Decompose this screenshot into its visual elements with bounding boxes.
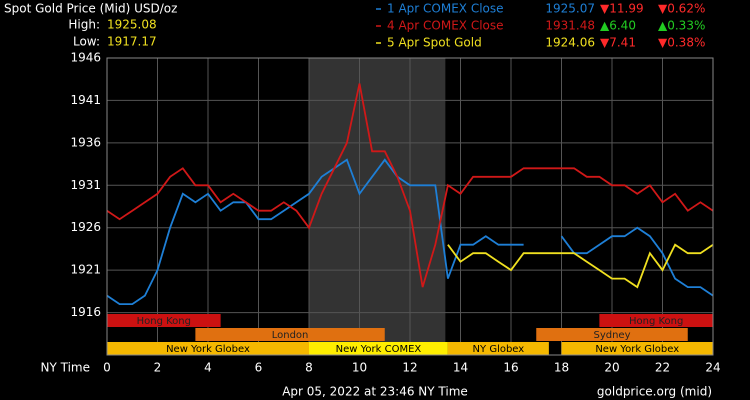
session-label: New York Globex — [166, 344, 250, 355]
legend-label: 5 Apr Spot Gold — [387, 36, 482, 50]
session-label: New York Globex — [595, 344, 679, 355]
y-tick-label: 1931 — [70, 178, 101, 192]
chart-title: Spot Gold Price (Mid) USD/oz — [4, 2, 177, 16]
footer: Apr 05, 2022 at 23:46 NY Time — [282, 385, 468, 399]
session-bar — [309, 342, 448, 355]
legend-change-pct: ▼0.38% — [658, 36, 705, 50]
plot-frame — [106, 57, 714, 356]
legend-change: ▼11.99 — [600, 2, 644, 16]
legend-close: 1925.07 — [545, 2, 595, 16]
session-label: Sydney — [593, 330, 630, 341]
x-tick-label: 8 — [305, 361, 313, 375]
y-tick-label: 1946 — [70, 51, 101, 65]
legend-change: ▼7.41 — [600, 36, 636, 50]
x-tick-label: 24 — [705, 361, 720, 375]
session-bar — [599, 314, 713, 327]
session-bar — [107, 342, 309, 355]
x-tick-label: 22 — [655, 361, 670, 375]
y-tick-label: 1926 — [70, 220, 101, 234]
legend-label: 4 Apr COMEX Close — [387, 19, 504, 33]
session-label: Hong Kong — [137, 316, 191, 327]
legend-change-pct: ▲0.33% — [658, 19, 705, 33]
legend-label: 1 Apr COMEX Close — [387, 2, 504, 16]
y-tick-label: 1916 — [70, 305, 101, 319]
legend-change: ▲6.40 — [600, 19, 636, 33]
session-bar — [561, 342, 713, 355]
high-value: 1925.08 — [107, 18, 157, 32]
x-tick-label: 2 — [154, 361, 162, 375]
x-tick-label: 20 — [604, 361, 619, 375]
series-line — [106, 83, 714, 288]
session-label: London — [272, 330, 309, 341]
low-value: 1917.17 — [107, 35, 157, 49]
x-tick-label: 16 — [503, 361, 518, 375]
y-tick-label: 1941 — [70, 93, 101, 107]
x-tick-label: 0 — [103, 361, 111, 375]
low-label: Low: — [73, 35, 100, 49]
series-line — [106, 158, 714, 305]
session-label: Hong Kong — [629, 316, 683, 327]
x-axis-label: NY Time — [41, 361, 91, 375]
x-tick-label: 6 — [255, 361, 263, 375]
session-label: NY Globex — [473, 344, 525, 355]
session-bar — [447, 342, 549, 355]
y-tick-label: 1936 — [70, 135, 101, 149]
session-bar — [536, 328, 688, 341]
legend-close: 1931.48 — [545, 19, 595, 33]
x-tick-label: 12 — [402, 361, 417, 375]
legend-change-pct: ▼0.62% — [658, 2, 705, 16]
series-line — [447, 243, 714, 289]
session-bar — [107, 314, 221, 327]
shaded-region — [309, 58, 446, 355]
x-tick-label: 4 — [204, 361, 212, 375]
x-tick-label: 14 — [453, 361, 468, 375]
legend-close: 1924.06 — [545, 36, 595, 50]
x-tick-label: 18 — [554, 361, 569, 375]
y-tick-label: 1921 — [70, 263, 101, 277]
session-label: New York COMEX — [336, 344, 422, 355]
x-tick-label: 10 — [352, 361, 367, 375]
source: goldprice.org (mid) — [597, 385, 712, 399]
high-label: High: — [68, 18, 100, 32]
session-bar — [195, 328, 385, 341]
